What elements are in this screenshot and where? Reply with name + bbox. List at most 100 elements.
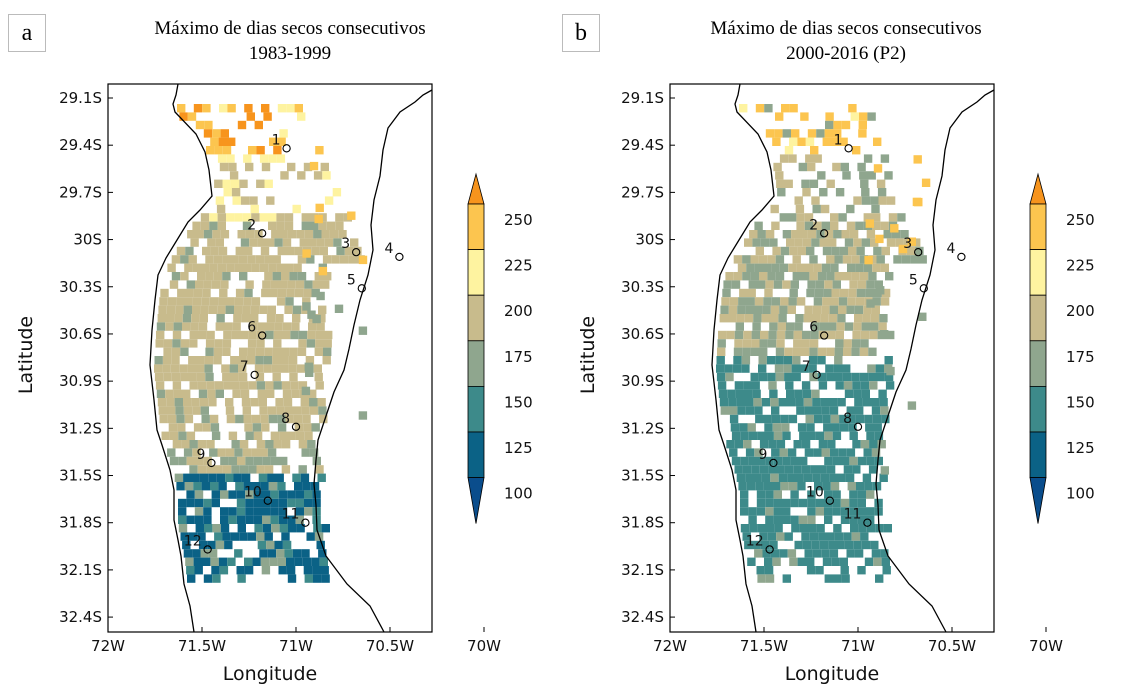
grid-cell [789,557,798,566]
grid-cell [792,272,801,281]
grid-cell [824,574,833,583]
station-label: 12 [746,533,764,549]
grid-cell [821,305,830,314]
grid-cell [262,524,272,533]
grid-cell [850,524,859,533]
grid-cell [767,339,777,348]
grid-cell [249,322,258,331]
grid-cell [348,255,357,264]
grid-cell [269,288,278,298]
grid-cell [311,423,320,432]
grid-cell [797,557,806,566]
plot-frame [669,83,995,633]
grid-cell [809,532,819,541]
grid-cell [803,473,813,482]
grid-cell [234,263,243,272]
grid-cell [737,263,747,272]
grid-cell [788,414,798,424]
grid-cell [318,406,327,415]
grid-cell [297,255,307,264]
grid-cell [276,154,286,163]
grid-cell [154,356,163,365]
grid-cell [716,372,726,382]
grid-cell [782,456,791,466]
grid-cell [207,540,216,550]
grid-cell [775,356,784,365]
grid-cell [733,272,743,281]
grid-cell [219,104,228,113]
grid-cell [725,272,734,281]
grid-cell [252,482,261,491]
grid-cell [881,414,890,424]
grid-cell [199,314,208,323]
grid-cell [811,540,820,550]
grid-cell [828,314,838,323]
grid-cell [736,398,745,407]
grid-cell [205,339,215,348]
grid-cell [843,272,852,281]
y-tick-label: 31.8S [59,514,102,532]
grid-cell [281,465,291,474]
grid-cell [859,255,869,264]
grid-cell [246,356,256,365]
grid-cell [776,179,785,188]
grid-cell [799,524,808,533]
grid-cell [918,255,927,264]
x-tick-label: 70W [467,637,501,655]
coastline [711,83,775,633]
grid-cell [231,188,241,197]
grid-cell [861,238,870,247]
station-marker [820,229,829,238]
grid-cell [858,524,867,533]
grid-cell [189,339,198,348]
grid-cell [296,230,305,239]
grid-cell [832,162,841,172]
grid-cell [295,507,304,516]
grid-cell [231,330,240,340]
grid-cell [749,524,758,533]
grid-cell [861,196,871,205]
grid-cell [338,230,347,239]
grid-cell [852,146,861,155]
grid-cell [729,414,739,424]
grid-cell [787,473,796,482]
grid-cell [821,448,830,457]
grid-cell [782,230,792,239]
grid-cell [303,566,313,575]
grid-cell [219,566,229,575]
grid-cell [279,456,288,466]
grid-cell [281,381,291,390]
grid-cell [839,246,848,256]
grid-cell [820,473,830,482]
grid-cell [729,448,738,457]
grid-cell [256,381,266,390]
grid-cell [801,532,810,541]
grid-cell [183,406,193,415]
grid-cell [272,372,281,382]
grid-cell [846,448,856,457]
grid-cell [773,431,783,440]
station-marker [203,545,212,554]
grid-cell [738,297,747,306]
grid-cell [203,574,213,583]
grid-cell [776,532,785,541]
grid-cell [198,322,208,331]
grid-cell [861,188,870,197]
grid-cell [811,196,820,205]
grid-cell [190,238,199,247]
colorbar-label: 125 [1066,439,1095,457]
grid-cell [868,465,878,474]
grid-cell [873,423,882,432]
grid-cell [249,196,258,205]
grid-cell [214,146,223,155]
grid-cell [226,263,235,272]
grid-cell [767,532,777,541]
grid-cell [819,540,829,550]
grid-cell [235,288,245,298]
grid-cell [830,482,840,491]
grid-cell [286,288,295,298]
grid-cell [196,372,206,382]
grid-cell [779,305,788,314]
grid-cell [316,322,325,331]
grid-cell [307,310,316,319]
